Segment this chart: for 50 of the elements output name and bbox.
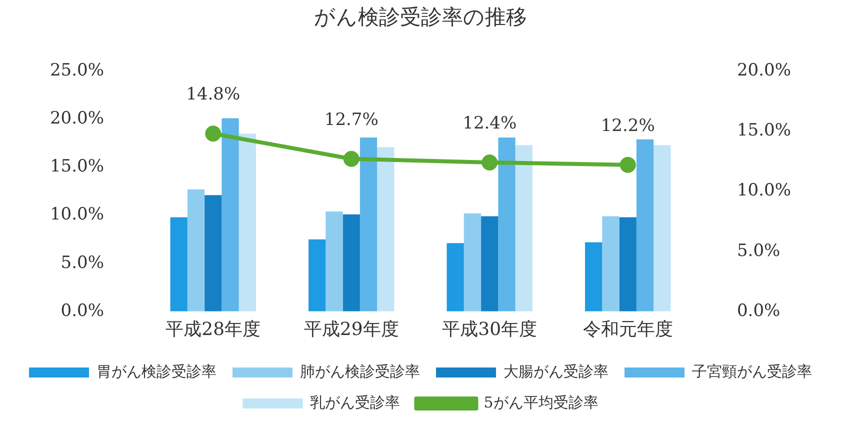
bar (360, 137, 378, 312)
y-tick-label: 0.0% (60, 300, 104, 321)
bar (377, 147, 394, 312)
legend-label: 乳がん受診率 (310, 393, 400, 412)
bar (170, 217, 188, 312)
y-tick-label: 5.0% (60, 252, 104, 273)
legend-label: 子宮頸がん受診率 (692, 362, 812, 380)
bar (481, 216, 498, 312)
y-tick-label: 15.0% (50, 156, 104, 177)
legend-label: 胃がん検診受診率 (96, 362, 216, 380)
bar (342, 214, 360, 312)
bar (619, 217, 636, 312)
data-label: 12.7% (324, 110, 378, 130)
legend-label: 大腸がん受診率 (504, 362, 608, 380)
bar (654, 145, 671, 312)
point (620, 156, 636, 173)
bar (187, 189, 205, 312)
y-tick-label: 20.0% (50, 108, 104, 129)
bar (204, 195, 222, 312)
x-tick-label: 令和元年度 (582, 318, 673, 340)
legend-label: 5がん平均受診率 (484, 393, 598, 412)
x-tick-label: 平成28年度 (166, 318, 261, 340)
point (482, 154, 498, 170)
bar (446, 243, 464, 312)
point (343, 150, 360, 167)
y2-tick-label: 0.0% (736, 300, 780, 321)
y2-tick-label: 15.0% (736, 120, 792, 141)
bar (498, 137, 516, 312)
y2-tick-label: 5.0% (736, 240, 780, 261)
bar (602, 216, 620, 312)
y-tick-label: 25.0% (50, 60, 104, 81)
bar (222, 118, 239, 312)
bar (636, 139, 654, 312)
point (205, 126, 222, 142)
legend-label: 肺がん検診受診率 (300, 362, 420, 380)
y-tick-label: 10.0% (50, 204, 104, 225)
bar (464, 213, 482, 312)
data-label: 12.4% (462, 113, 517, 134)
bar (585, 242, 602, 312)
x-tick-label: 平成30年度 (442, 318, 538, 340)
bar (238, 134, 256, 312)
bar (308, 239, 326, 312)
y2-tick-label: 10.0% (736, 180, 792, 201)
bar (515, 145, 532, 312)
data-label: 14.8% (186, 84, 240, 105)
bar (326, 211, 343, 312)
y2-tick-label: 20.0% (736, 60, 792, 81)
chart-title: がん検診受診率の推移 (314, 5, 527, 30)
data-label: 12.2% (600, 116, 655, 136)
x-tick-label: 平成29年度 (304, 318, 399, 340)
